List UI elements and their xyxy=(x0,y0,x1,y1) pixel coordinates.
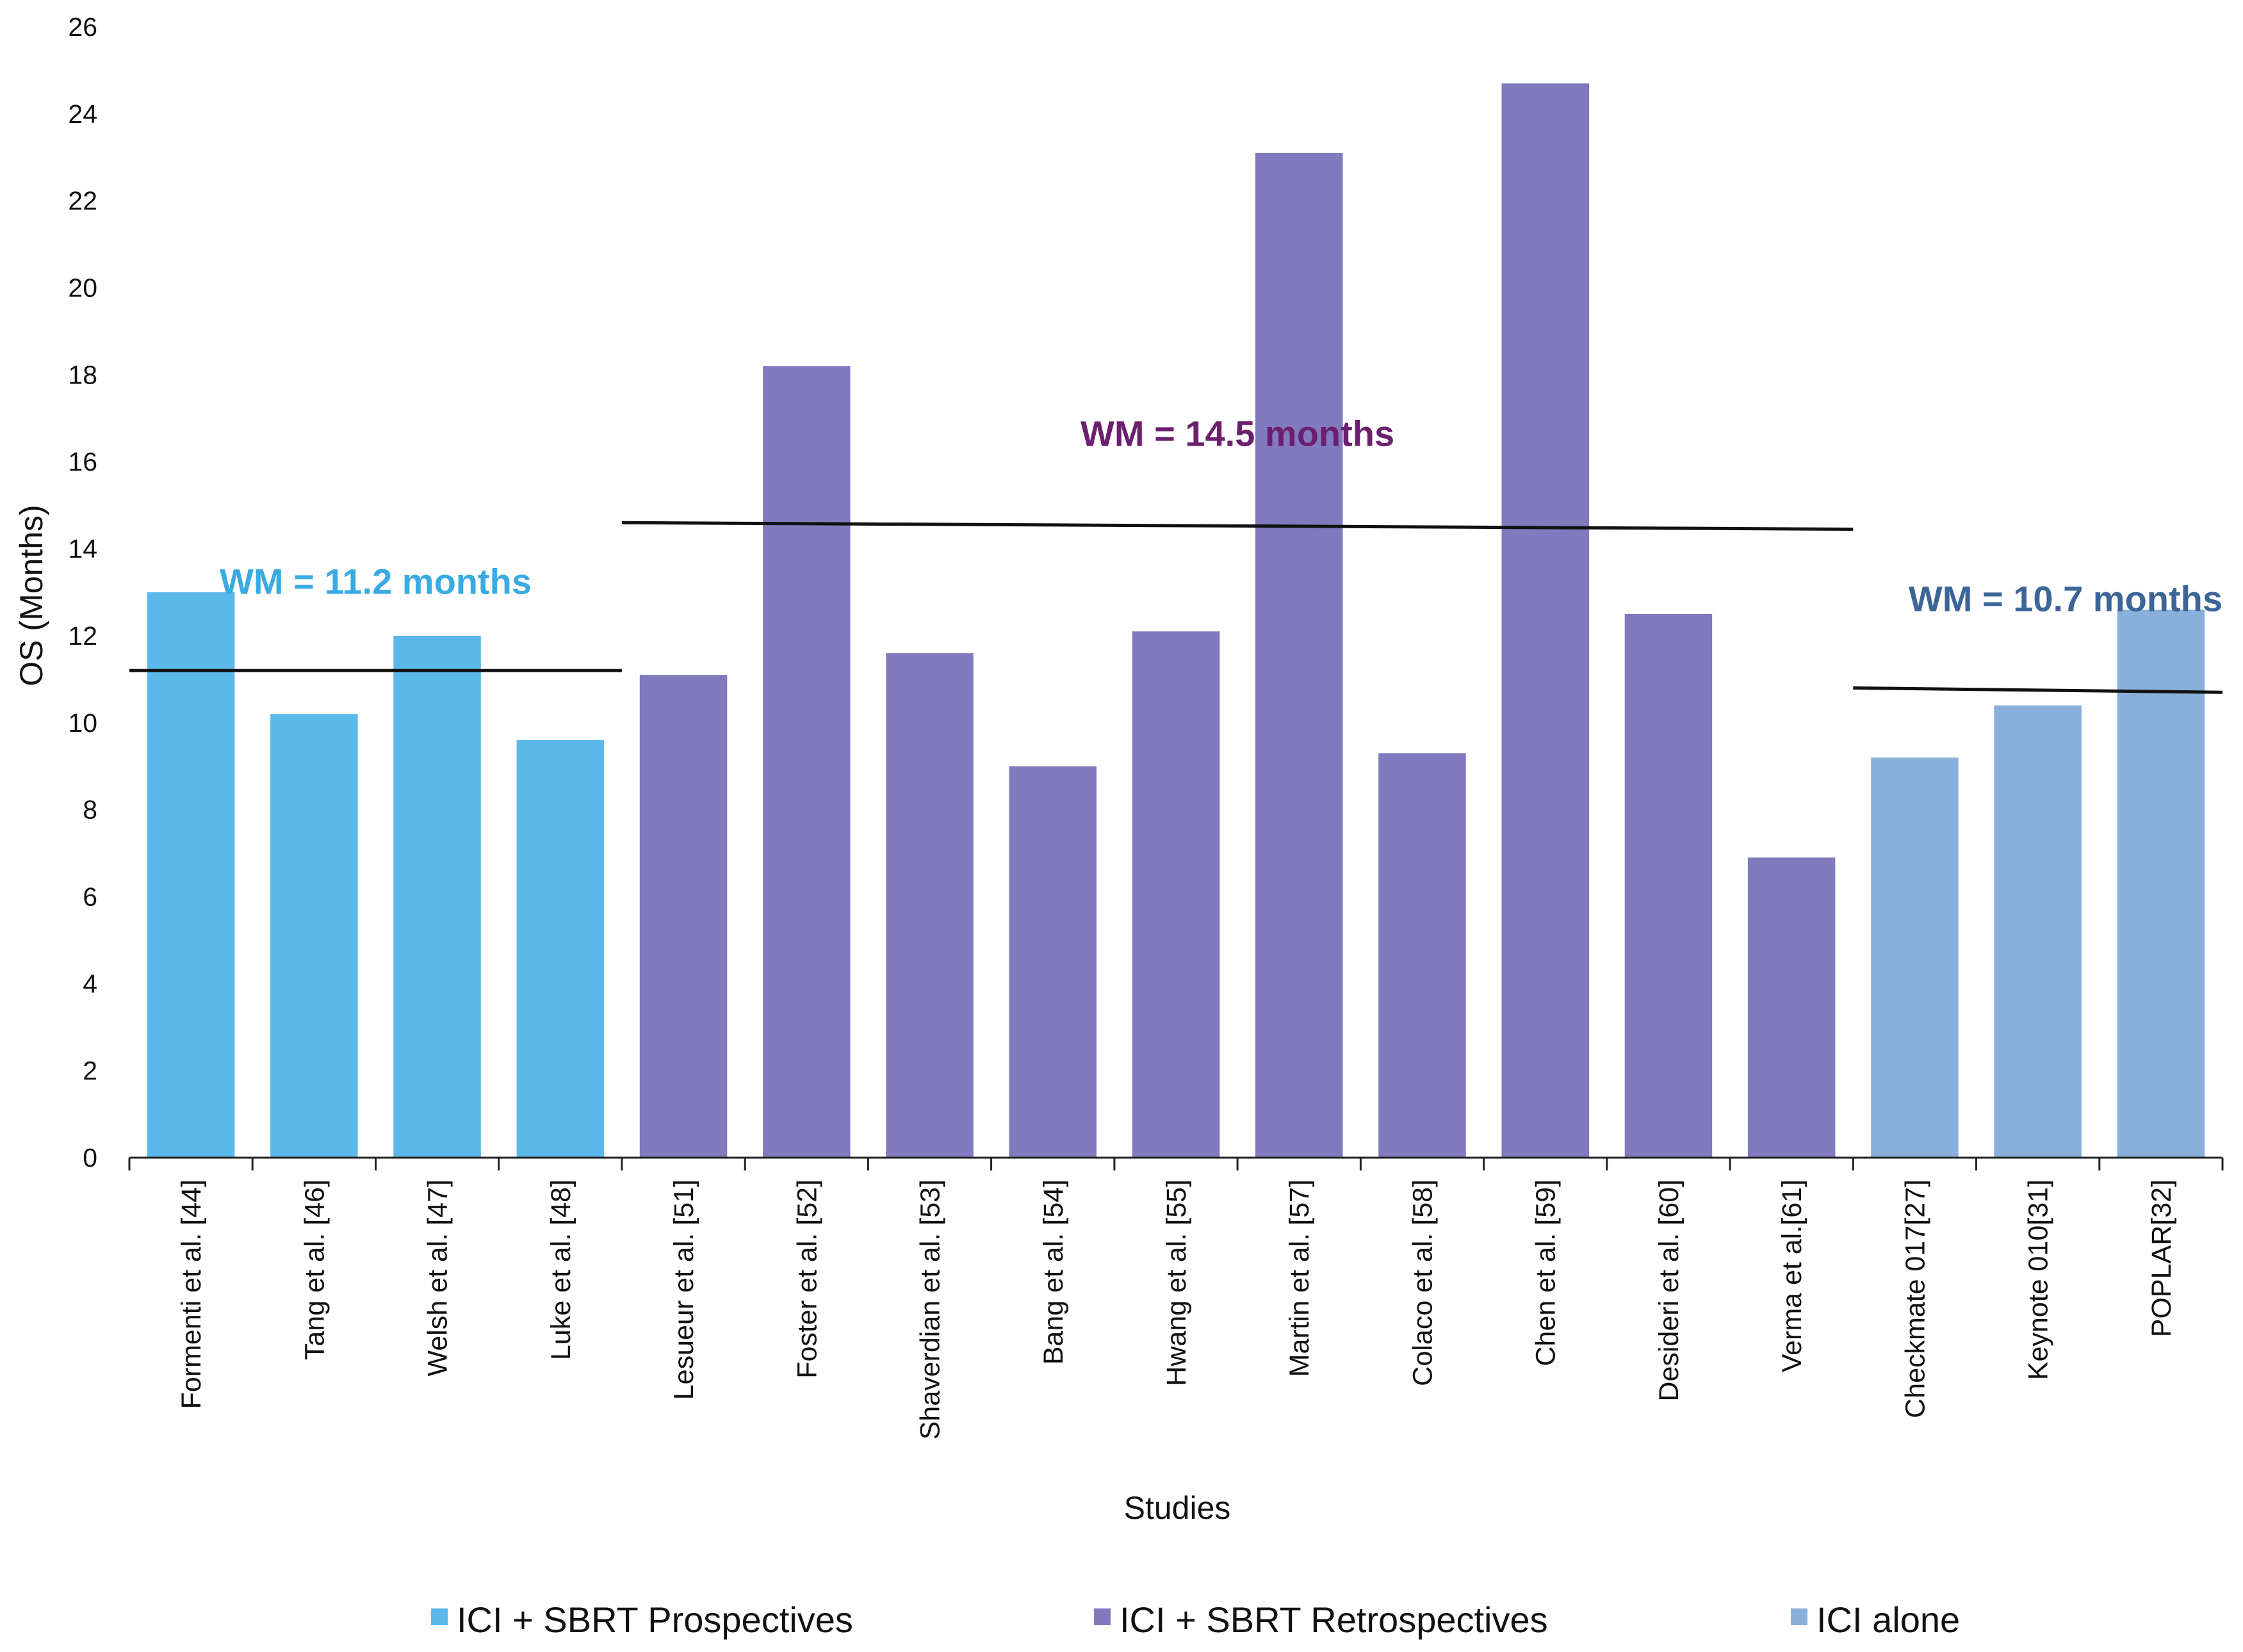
bar xyxy=(393,635,481,1158)
x-tick-label: Luke et al. [48] xyxy=(546,1179,576,1360)
x-tick-label: Martin et al. [57] xyxy=(1284,1179,1315,1377)
bar xyxy=(1747,857,1836,1158)
x-tick-label: Shaverdian et al. [53] xyxy=(915,1179,946,1439)
bar xyxy=(1501,83,1589,1158)
bar xyxy=(1994,705,2082,1158)
x-tick-label: Foster et al. [52] xyxy=(792,1179,822,1379)
legend-label: ICI alone xyxy=(1816,1599,1960,1640)
legend-label: ICI + SBRT Prospectives xyxy=(457,1599,853,1640)
bar xyxy=(1009,766,1097,1158)
legend: ICI + SBRT Prospectives ICI + SBRT Retros… xyxy=(431,1599,1960,1640)
bar xyxy=(516,740,605,1158)
y-tick-label: 12 xyxy=(68,621,97,651)
y-tick-label: 26 xyxy=(68,12,97,42)
bar xyxy=(763,366,851,1158)
bar xyxy=(1132,631,1220,1158)
y-tick-label: 24 xyxy=(68,99,97,129)
bars-layer xyxy=(147,83,2205,1158)
weighted-mean-label: WM = 11.2 months xyxy=(220,561,532,601)
x-tick-label: Checkmate 017[27] xyxy=(1900,1179,1930,1418)
x-tick-label: Formenti et al. [44] xyxy=(176,1179,207,1409)
y-axis-title: OS (Months) xyxy=(13,505,49,686)
x-tick-label: Bang et al. [54] xyxy=(1038,1179,1069,1365)
y-tick-label: 2 xyxy=(83,1056,97,1085)
y-tick-label: 8 xyxy=(83,795,97,825)
bar xyxy=(886,653,974,1158)
y-tick-label: 16 xyxy=(68,447,97,476)
y-tick-label: 6 xyxy=(83,882,97,912)
legend-swatch xyxy=(1791,1608,1807,1625)
x-tick-label: Keynote 010[31] xyxy=(2023,1179,2054,1380)
bar xyxy=(270,714,358,1158)
bar xyxy=(1624,614,1713,1158)
x-tick-label: Desideri et al. [60] xyxy=(1654,1179,1684,1402)
x-tick-label: Colaco et al. [58] xyxy=(1408,1179,1439,1386)
x-tick-label: Hwang et al. [55] xyxy=(1161,1179,1192,1386)
x-tick-label: Verma et al.[61] xyxy=(1777,1179,1807,1372)
legend-swatch xyxy=(1094,1608,1111,1625)
bar xyxy=(1255,153,1343,1158)
weighted-mean-line xyxy=(1853,686,2223,694)
y-tick-label: 0 xyxy=(83,1143,97,1172)
x-tick-label: Lesueur et al. [51] xyxy=(669,1179,699,1400)
y-tick-label: 4 xyxy=(83,969,97,998)
bar xyxy=(639,675,728,1158)
y-tick-label: 18 xyxy=(68,360,97,389)
bar xyxy=(1378,753,1466,1158)
weighted-mean-label: WM = 10.7 months xyxy=(1909,578,2223,619)
y-tick-label: 10 xyxy=(68,708,97,738)
bar xyxy=(2117,610,2205,1158)
legend-label: ICI + SBRT Retrospectives xyxy=(1120,1599,1548,1640)
y-tick-label: 20 xyxy=(68,273,97,303)
x-axis-title: Studies xyxy=(1124,1490,1231,1526)
x-tick-label: Tang et al. [46] xyxy=(299,1179,330,1360)
bar xyxy=(1871,757,1959,1158)
x-tick-label: POPLAR[32] xyxy=(2146,1179,2177,1337)
y-tick-label: 14 xyxy=(68,534,97,563)
weighted-mean-layer: WM = 11.2 months WM = 14.5 months WM = 10.… xyxy=(129,413,2223,694)
weighted-mean-label: WM = 14.5 months xyxy=(1081,413,1394,453)
y-tick-label: 22 xyxy=(68,186,97,216)
x-tick-label: Chen et al. [59] xyxy=(1531,1179,1562,1366)
x-tick-label: Welsh et al. [47] xyxy=(423,1179,453,1377)
legend-swatch xyxy=(431,1608,448,1625)
weighted-mean-line xyxy=(621,521,1854,531)
bar xyxy=(147,592,235,1158)
